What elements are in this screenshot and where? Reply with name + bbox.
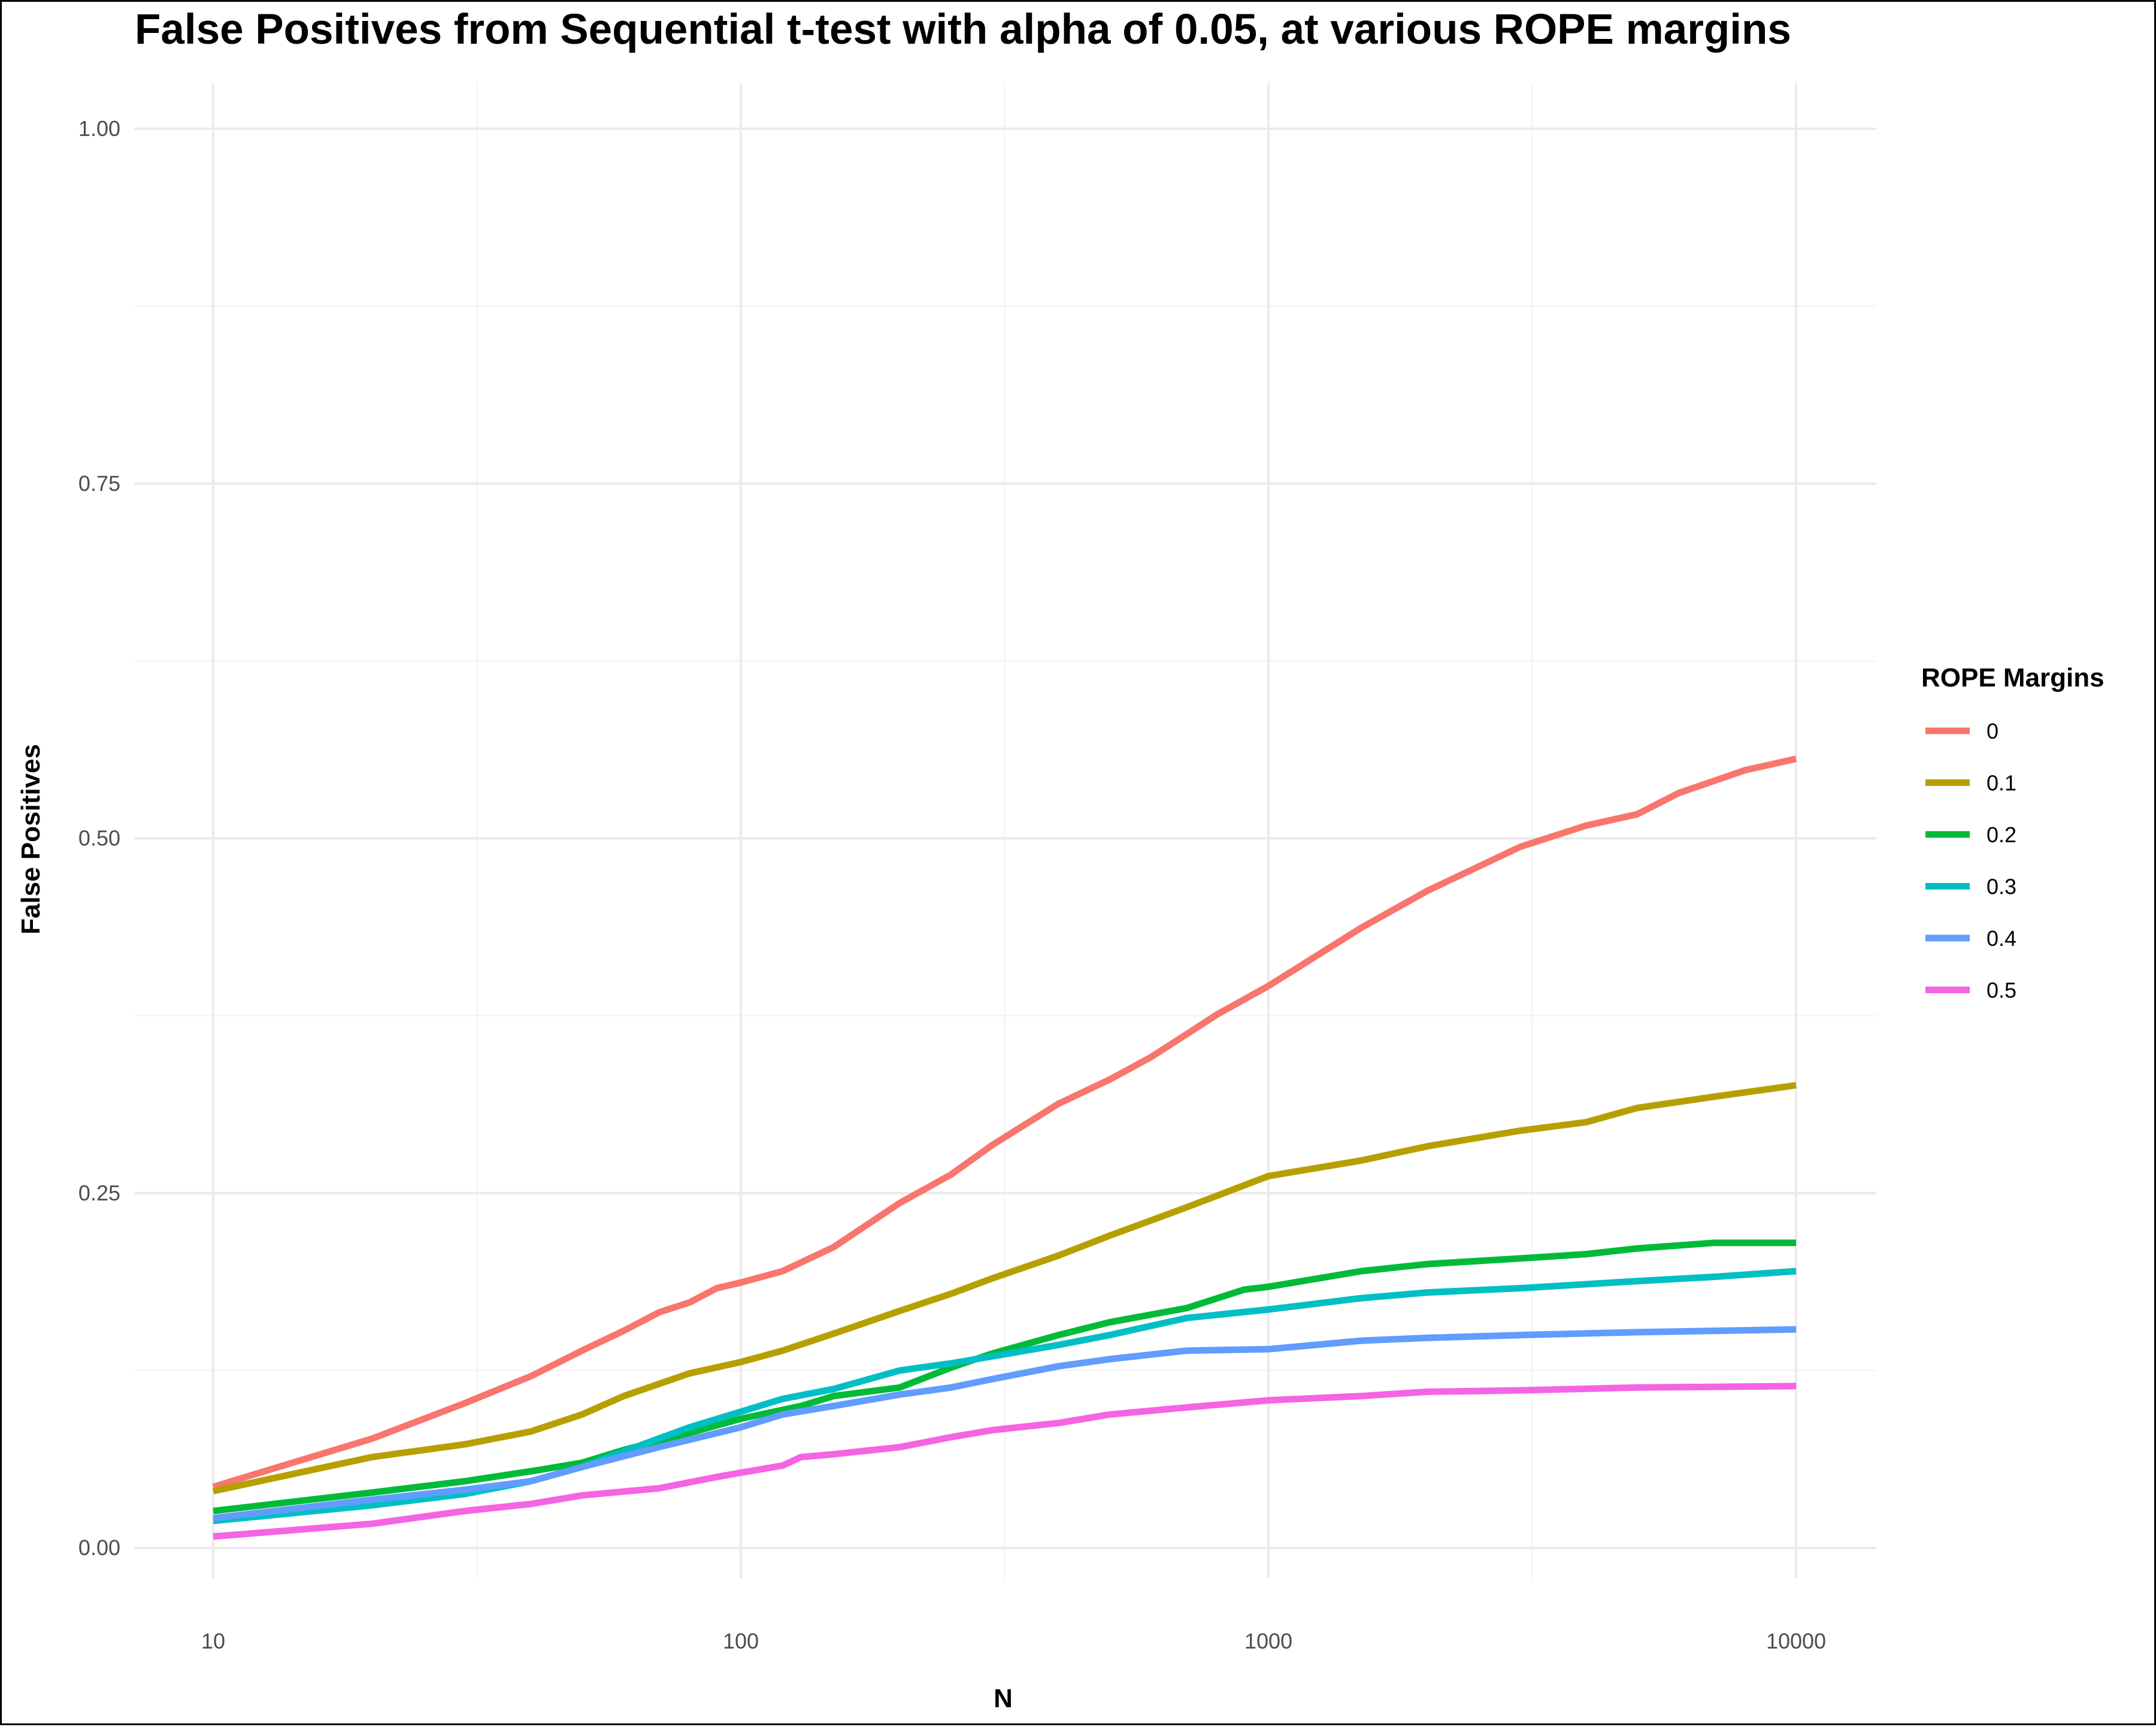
chart-title: False Positives from Sequential t-test w… [135,6,1791,53]
gridlines [135,83,1876,1578]
x-tick-label: 100 [723,1629,759,1653]
series-line-4 [213,1326,1797,1522]
series-lines [212,755,1797,1540]
y-tick-label: 0.50 [78,826,120,851]
series-line-0 [212,755,1797,1490]
legend-label-2: 0.2 [1987,822,2016,847]
x-tick-label: 10 [201,1629,225,1653]
y-axis-title: False Positives [16,744,46,934]
series-line-1 [212,1082,1797,1495]
legend-label-0: 0 [1987,719,1998,743]
legend-title: ROPE Margins [1921,663,2104,692]
y-tick-label: 1.00 [78,116,120,141]
x-tick-label: 1000 [1244,1629,1292,1653]
legend-label-3: 0.3 [1987,875,2016,899]
x-axis-tick-labels: 10 100 1000 10000 [201,1629,1826,1653]
legend-label-5: 0.5 [1987,978,2016,1003]
y-tick-label: 0.25 [78,1181,120,1205]
x-axis-title: N [994,1684,1013,1713]
y-tick-label: 0.75 [78,471,120,495]
legend-label-1: 0.1 [1987,771,2016,796]
y-tick-label: 0.00 [78,1535,120,1560]
series-line-5 [213,1383,1797,1540]
legend-items: 0 0.1 0.2 0.3 0.4 0.5 [1925,719,2016,1003]
x-tick-label: 10000 [1766,1629,1826,1653]
legend-label-4: 0.4 [1987,926,2016,951]
legend: ROPE Margins 0 0.1 0.2 0.3 0.4 0.5 [1921,663,2104,1003]
y-axis-tick-labels: 0.00 0.25 0.50 0.75 1.00 [78,116,120,1560]
